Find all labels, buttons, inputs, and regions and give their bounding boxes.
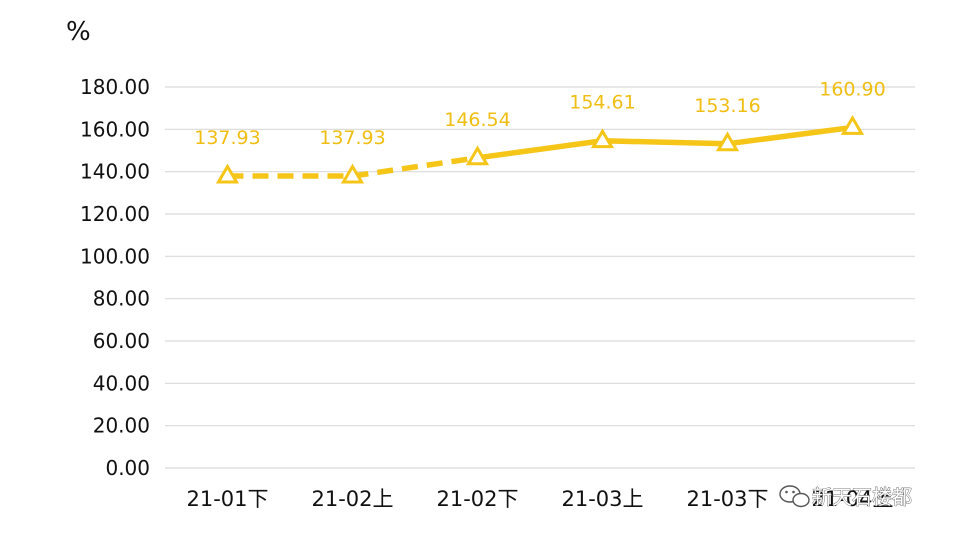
series-line <box>227 124 853 179</box>
x-axis-ticks: 21-01下 21-02上 21-02下 21-03上 21-03下 21-04上 <box>186 487 893 511</box>
watermark: 新天石楼都 <box>779 485 912 509</box>
data-point-marker <box>715 131 740 152</box>
data-label: 160.90 <box>819 78 885 100</box>
y-tick-label: 160.00 <box>80 117 150 141</box>
series-segment <box>477 138 603 161</box>
y-tick-label: 140.00 <box>80 160 150 184</box>
series-markers <box>215 114 865 184</box>
y-tick-label: 100.00 <box>80 244 150 268</box>
data-point-marker <box>840 114 865 135</box>
data-label: 146.54 <box>444 109 510 131</box>
x-tick-label: 21-03上 <box>561 487 643 511</box>
series-segment <box>602 137 728 147</box>
gridlines <box>165 86 915 469</box>
data-point-marker <box>215 163 240 184</box>
y-tick-label: 0.00 <box>105 456 150 480</box>
series-segment <box>352 155 478 179</box>
x-tick-label: 21-03下 <box>686 487 768 511</box>
x-tick-label: 21-02下 <box>436 487 518 511</box>
y-axis-unit-label: % <box>66 17 91 47</box>
data-label: 137.93 <box>319 127 385 149</box>
y-tick-label: 80.00 <box>93 287 150 311</box>
data-label: 154.61 <box>569 92 635 114</box>
data-point-marker <box>340 163 365 184</box>
x-tick-label: 21-02上 <box>311 487 393 511</box>
x-tick-label: 21-04上 <box>811 487 893 511</box>
data-labels: 137.93 137.93 146.54 154.61 153.16 160.90 <box>194 78 885 149</box>
series-segment <box>727 124 853 147</box>
wechat-icon <box>779 485 810 508</box>
y-tick-label: 120.00 <box>80 202 150 226</box>
data-label: 137.93 <box>194 127 260 149</box>
data-label: 153.16 <box>694 95 760 117</box>
data-point-marker <box>465 145 490 166</box>
x-tick-label: 21-01下 <box>186 487 268 511</box>
y-tick-label: 40.00 <box>93 371 150 395</box>
watermark-text: 新天石楼都 <box>812 485 912 509</box>
y-tick-label: 60.00 <box>93 329 150 353</box>
y-axis-ticks: 0.00 20.00 40.00 60.00 80.00 100.00 120.00 140.… <box>80 75 150 480</box>
data-point-marker <box>590 128 615 149</box>
y-tick-label: 180.00 <box>80 75 150 99</box>
y-tick-label: 20.00 <box>93 414 150 438</box>
